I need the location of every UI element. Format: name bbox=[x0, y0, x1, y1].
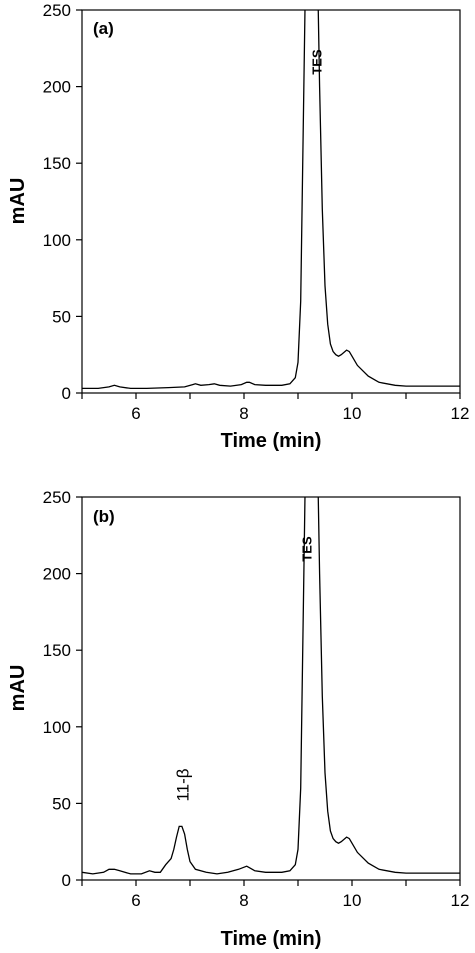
plot-frame-b bbox=[81, 496, 461, 881]
x-axis-title-a: Time (min) bbox=[221, 430, 322, 452]
x-tick-label: 8 bbox=[239, 891, 248, 910]
panel-a: 0 50 100 150 200 250 6 8 10 12 (a) TES Time (min… bbox=[7, 1, 470, 452]
panel-label-a: (a) bbox=[93, 19, 114, 38]
y-tick-label: 50 bbox=[52, 794, 71, 813]
x-tick-label: 12 bbox=[451, 891, 470, 910]
x-tick-label: 12 bbox=[451, 404, 470, 423]
y-axis-b: 0 50 100 150 200 250 bbox=[43, 488, 82, 890]
y-tick-label: 200 bbox=[43, 565, 71, 584]
peak-label-tes-a: TES bbox=[309, 49, 324, 75]
x-tick-label: 6 bbox=[131, 404, 140, 423]
x-tick-label: 6 bbox=[131, 891, 140, 910]
y-tick-label: 100 bbox=[43, 718, 71, 737]
x-axis-b: 6 8 10 12 bbox=[81, 880, 470, 910]
y-tick-label: 150 bbox=[43, 641, 71, 660]
x-axis-a: 6 8 10 12 bbox=[81, 393, 470, 423]
peak-label-tes-b: TES bbox=[299, 536, 314, 562]
y-axis-title-a: mAU bbox=[7, 178, 29, 225]
y-tick-label: 50 bbox=[52, 307, 71, 326]
y-tick-label: 200 bbox=[43, 78, 71, 97]
panel-b: 0 50 100 150 200 250 6 8 10 12 (b) 11-β TES Time… bbox=[7, 488, 470, 950]
y-tick-label: 0 bbox=[62, 384, 71, 403]
y-axis-title-b: mAU bbox=[7, 665, 29, 712]
y-tick-label: 250 bbox=[43, 1, 71, 20]
y-tick-label: 150 bbox=[43, 154, 71, 173]
x-tick-label: 10 bbox=[343, 404, 362, 423]
y-tick-label: 0 bbox=[62, 871, 71, 890]
y-tick-label: 100 bbox=[43, 231, 71, 250]
x-axis-title-b: Time (min) bbox=[221, 928, 322, 950]
x-tick-label: 10 bbox=[343, 891, 362, 910]
plot-frame-a bbox=[81, 9, 461, 394]
x-tick-label: 8 bbox=[239, 404, 248, 423]
panel-label-b: (b) bbox=[93, 507, 115, 526]
peak-label-11-beta: 11-β bbox=[173, 768, 192, 801]
y-tick-label: 250 bbox=[43, 488, 71, 507]
chromatogram-trace-a bbox=[82, 10, 460, 390]
y-axis-a: 0 50 100 150 200 250 bbox=[43, 1, 82, 403]
chromatogram-trace-b bbox=[82, 497, 460, 875]
